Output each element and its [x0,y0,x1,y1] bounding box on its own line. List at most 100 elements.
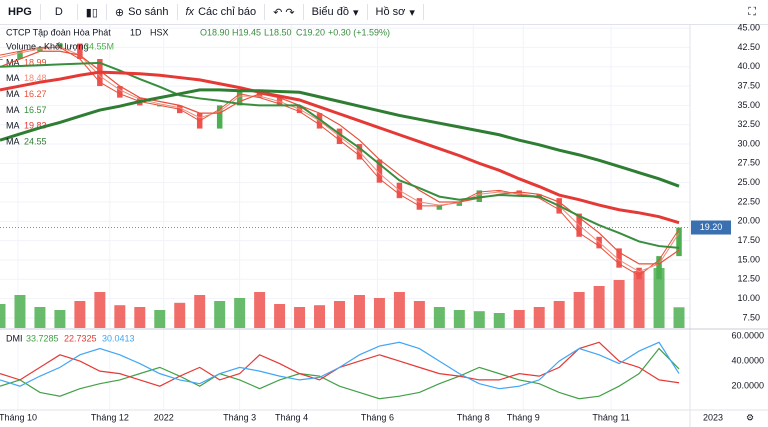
x-tick-label: Tháng 8 [457,412,490,422]
volume-bar [413,301,425,328]
ma-value: 16.27 [24,89,47,99]
compare-text: So sánh [128,6,169,18]
volume-bar [234,298,246,328]
ohlc: H19.45 [232,27,261,37]
legend-exchange: HSX [150,27,169,37]
ma-line [0,46,680,277]
ma-line [0,70,680,225]
volume-bar [353,295,365,328]
ma-line [0,88,680,188]
volume-bar [194,295,206,328]
y-tick-label: 27.50 [737,158,760,168]
volume-name: Volume - Khối lượng [6,41,88,51]
volume-bar [334,301,345,328]
dmi-line [0,347,680,400]
volume-bar [593,286,605,328]
dmi-tick-label: 40.0000 [731,355,764,365]
x-tick-label: Tháng 9 [507,412,540,422]
x-tick-label: Tháng 4 [275,412,308,422]
candle-body [376,159,383,183]
toolbar: HPG D ▮▯ ⊕ So sánh fx Các chỉ báo ↶ ↷ Bi… [0,0,768,25]
x-tick-label: Tháng 3 [223,412,256,422]
y-tick-label: 12.50 [737,274,760,284]
volume-bar [393,292,405,328]
symbol[interactable]: HPG [0,4,41,20]
volume-bar [114,305,126,328]
legend-interval: 1D [130,27,142,37]
indicators-text: Các chỉ báo [198,6,257,18]
y-tick-label: 45.00 [737,22,760,32]
volume-bar [274,304,286,328]
y-tick-label: 35.00 [737,100,760,110]
y-tick-label: 40.00 [737,61,760,71]
profile-text: Hồ sơ [375,6,406,18]
ma-label: MA [6,136,20,146]
x-tick-label: 2022 [154,412,174,422]
ma-label: MA [6,89,20,99]
volume-bar [34,307,46,328]
y-tick-label: 25.00 [737,177,760,187]
candle-body [216,105,223,129]
candle-body [416,198,423,210]
volume-bar [74,301,86,328]
candle-body [436,205,443,210]
settings-icon[interactable]: ⚙ [746,412,754,422]
volume-bar [573,292,585,328]
y-tick-label: 7.50 [742,312,760,322]
volume-bar [134,307,146,328]
candle-body [0,59,3,61]
y-tick-label: 30.00 [737,138,760,148]
candle-body [236,89,243,106]
dmi-name: DMI [6,333,23,343]
volume-bar [453,310,465,328]
undo-redo[interactable]: ↶ ↷ [265,4,304,20]
compare-button[interactable]: ⊕ So sánh [107,4,178,20]
candle-body [476,190,483,203]
candle-body [77,43,83,60]
dmi-line [0,341,680,390]
volume-bar [54,310,66,328]
dmi-tick-label: 20.0000 [731,381,764,391]
ohlc: L18.50 [264,27,292,37]
y-tick-label: 17.50 [737,235,760,245]
chart-button[interactable]: Biểu đồ ▾ [304,4,368,20]
ohlc: +0.30 (+1.59%) [328,27,390,37]
candle-body [616,248,622,268]
x-tick-label: Tháng 12 [91,412,129,422]
ma-label: MA [6,121,20,131]
volume-bar [653,268,665,328]
ma-line [0,46,680,273]
ma-value: 16.57 [24,105,47,115]
candle-icon[interactable]: ▮▯ [78,4,107,20]
ma-value: 24.55 [24,136,47,146]
volume-bar [433,307,445,328]
volume-bar [314,305,326,328]
volume-bar [553,301,565,328]
profile-button[interactable]: Hồ sơ ▾ [368,4,424,20]
interval[interactable]: D [41,4,78,20]
volume-bar [254,292,266,328]
volume-bar [94,292,106,328]
x-tick-label: 2023 [703,412,723,422]
volume-bar [513,310,525,328]
ma-line [0,61,680,249]
dmi-value: 22.7325 [64,333,97,343]
chart-text: Biểu đồ [311,6,349,18]
candle-body [57,43,63,48]
candle-body [17,51,23,60]
candle-body [676,227,682,257]
pane-bg [0,25,690,410]
indicators-button[interactable]: fx Các chỉ báo [178,4,266,20]
volume-bar [473,311,485,328]
ma-value: 19.83 [24,121,47,131]
volume-bar [373,298,385,328]
dmi-tick-label: 60.0000 [731,330,764,340]
ma-label: MA [6,73,20,83]
volume-bar [533,307,545,328]
volume-bar [154,310,166,328]
volume-bar [294,307,306,328]
volume-bar [214,301,226,328]
fullscreen-icon[interactable]: ⛶ [748,5,756,18]
x-tick-label: Tháng 6 [361,412,394,422]
